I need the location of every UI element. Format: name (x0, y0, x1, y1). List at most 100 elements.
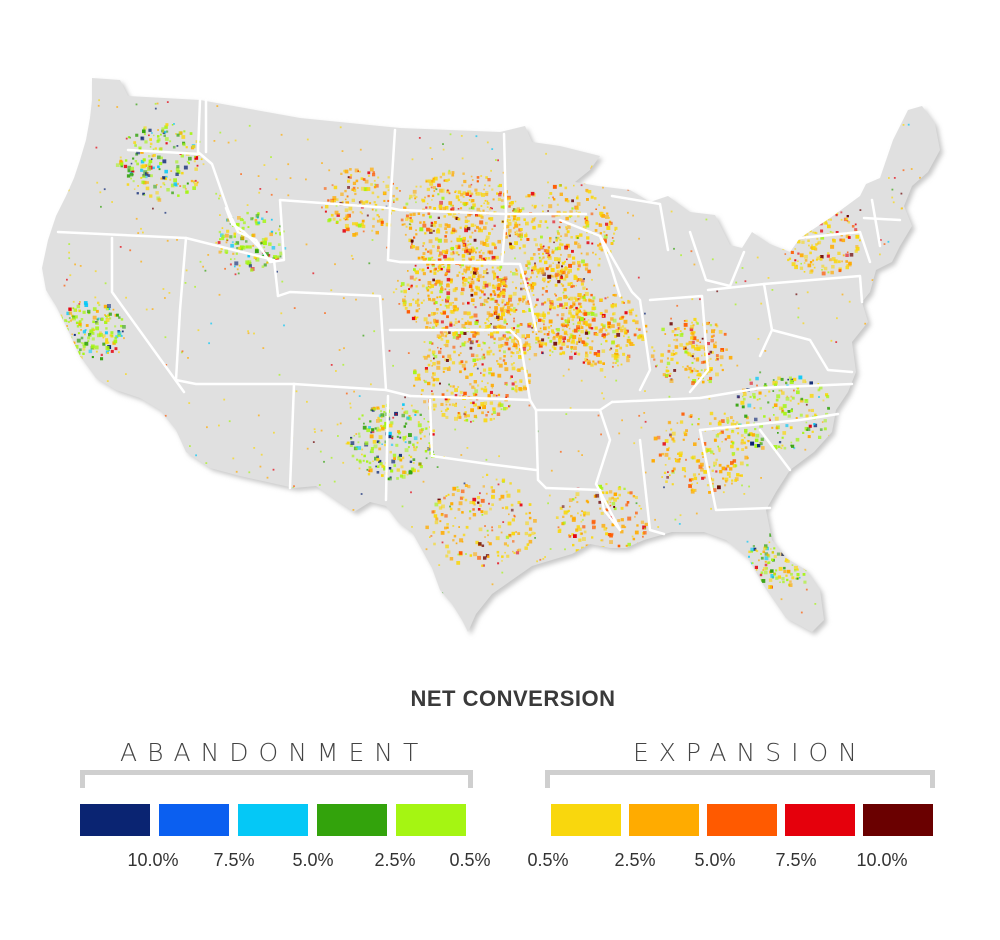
conversion-pixel (265, 211, 268, 213)
conversion-pixel (676, 304, 679, 307)
conversion-pixel (488, 502, 490, 505)
conversion-pixel (487, 555, 490, 558)
conversion-pixel (436, 312, 439, 315)
conversion-pixel (254, 220, 258, 224)
conversion-pixel (367, 473, 371, 476)
conversion-pixel (832, 557, 835, 560)
conversion-pixel (560, 253, 562, 256)
conversion-pixel (383, 593, 386, 595)
conversion-pixel (433, 321, 436, 324)
conversion-pixel (501, 290, 505, 295)
conversion-pixel (95, 326, 100, 331)
conversion-pixel (555, 516, 559, 519)
conversion-pixel (697, 201, 700, 204)
conversion-pixel (148, 128, 152, 132)
conversion-pixel (580, 514, 582, 517)
conversion-pixel (506, 493, 511, 498)
conversion-pixel (404, 304, 406, 306)
conversion-pixel (343, 541, 346, 544)
conversion-pixel (484, 257, 487, 260)
conversion-pixel (456, 486, 459, 489)
conversion-pixel (397, 430, 400, 433)
conversion-pixel (532, 253, 536, 256)
conversion-pixel (481, 564, 484, 567)
conversion-pixel (529, 346, 532, 348)
conversion-pixel (473, 365, 475, 368)
conversion-pixel (430, 186, 433, 189)
conversion-pixel (387, 434, 392, 439)
conversion-pixel (500, 531, 503, 534)
conversion-pixel (483, 298, 488, 303)
conversion-pixel (423, 557, 426, 560)
conversion-pixel (454, 404, 457, 407)
conversion-pixel (595, 332, 599, 336)
conversion-pixel (408, 223, 411, 226)
conversion-pixel (105, 340, 109, 344)
conversion-pixel (675, 352, 678, 355)
conversion-pixel (615, 379, 618, 382)
conversion-pixel (490, 332, 494, 336)
conversion-pixel (449, 385, 452, 388)
conversion-pixel (571, 533, 574, 536)
conversion-pixel (469, 250, 473, 254)
conversion-pixel (524, 546, 528, 550)
conversion-pixel (568, 298, 570, 301)
conversion-pixel (185, 269, 188, 272)
conversion-pixel (831, 231, 834, 234)
conversion-pixel (569, 210, 573, 214)
conversion-pixel (434, 321, 439, 326)
conversion-pixel (104, 282, 107, 285)
conversion-pixel (446, 407, 449, 410)
conversion-pixel (778, 566, 783, 571)
conversion-pixel (795, 557, 799, 561)
conversion-pixel (641, 337, 645, 341)
conversion-pixel (815, 232, 818, 234)
conversion-pixel (541, 257, 544, 260)
conversion-pixel (321, 206, 323, 209)
conversion-pixel (682, 366, 684, 368)
conversion-pixel (154, 107, 157, 110)
conversion-pixel (318, 484, 321, 486)
conversion-pixel (513, 307, 516, 310)
conversion-pixel (504, 341, 509, 346)
conversion-pixel (448, 201, 453, 205)
conversion-pixel (449, 310, 454, 314)
conversion-pixel (736, 364, 739, 367)
conversion-pixel (461, 263, 464, 267)
conversion-pixel (127, 169, 131, 173)
conversion-pixel (715, 354, 719, 357)
conversion-pixel (69, 274, 72, 277)
conversion-pixel (565, 228, 568, 231)
conversion-pixel (692, 353, 695, 356)
conversion-pixel (383, 199, 386, 202)
conversion-pixel (539, 259, 542, 263)
conversion-pixel (800, 224, 803, 227)
conversion-pixel (788, 376, 792, 380)
conversion-pixel (523, 287, 525, 290)
conversion-pixel (704, 368, 708, 372)
conversion-pixel (262, 93, 265, 95)
conversion-pixel (538, 253, 540, 255)
conversion-pixel (777, 376, 781, 380)
conversion-pixel (428, 341, 432, 345)
conversion-pixel (381, 474, 384, 477)
conversion-pixel (126, 183, 130, 186)
conversion-pixel (361, 212, 363, 215)
conversion-pixel (234, 265, 236, 268)
conversion-pixel (625, 344, 629, 347)
conversion-pixel (488, 111, 491, 114)
conversion-pixel (487, 297, 490, 300)
conversion-pixel (230, 258, 232, 261)
conversion-pixel (486, 529, 489, 532)
conversion-pixel (760, 302, 763, 305)
conversion-pixel (175, 521, 178, 524)
conversion-pixel (401, 120, 404, 123)
conversion-pixel (165, 142, 168, 145)
conversion-pixel (670, 435, 672, 438)
conversion-pixel (490, 372, 495, 377)
conversion-pixel (755, 167, 757, 170)
conversion-pixel (784, 233, 787, 236)
conversion-pixel (253, 447, 256, 449)
conversion-pixel (800, 397, 804, 401)
conversion-pixel (820, 229, 824, 233)
